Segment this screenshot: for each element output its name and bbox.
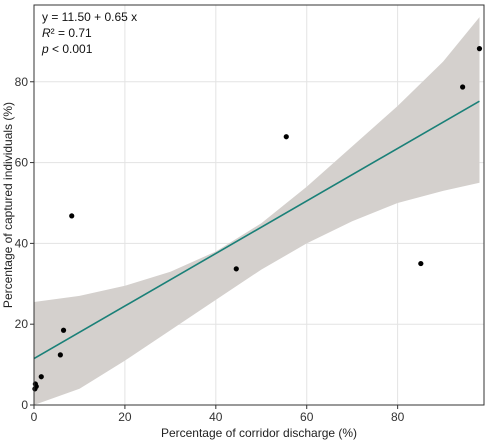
r-squared-annotation: R² = 0.71: [42, 26, 92, 40]
data-point: [38, 374, 44, 380]
data-point: [57, 352, 63, 358]
x-axis-ticks: 0 20 40 60 80: [31, 405, 405, 424]
x-tick-label: 20: [118, 410, 132, 424]
data-point: [33, 383, 39, 390]
y-axis-ticks: 0 20 40 60 80: [15, 75, 34, 412]
x-tick-label: 40: [209, 410, 223, 424]
data-point: [418, 260, 424, 267]
p-value-annotation: p < 0.001: [41, 42, 93, 56]
y-tick-label: 0: [21, 398, 28, 412]
data-point: [460, 84, 466, 90]
plot-frame: [33, 4, 485, 406]
y-tick-label: 60: [15, 156, 29, 170]
data-point: [476, 46, 483, 52]
equation-annotation: y = 11.50 + 0.65 x: [42, 10, 137, 24]
data-point: [283, 134, 289, 140]
x-tick-label: 80: [391, 410, 405, 424]
data-point: [233, 266, 239, 272]
data-point: [69, 213, 75, 219]
y-axis-title: Percentage of captured individuals (%): [1, 102, 15, 308]
data-point: [60, 327, 67, 333]
x-tick-label: 60: [300, 410, 314, 424]
x-axis-title: Percentage of corridor discharge (%): [161, 426, 357, 440]
y-tick-label: 80: [15, 75, 29, 89]
confidence-band: [34, 17, 480, 405]
y-tick-label: 40: [15, 236, 29, 250]
x-tick-label: 0: [31, 410, 38, 424]
regression-line: [33, 100, 480, 360]
y-tick-label: 20: [15, 317, 29, 331]
